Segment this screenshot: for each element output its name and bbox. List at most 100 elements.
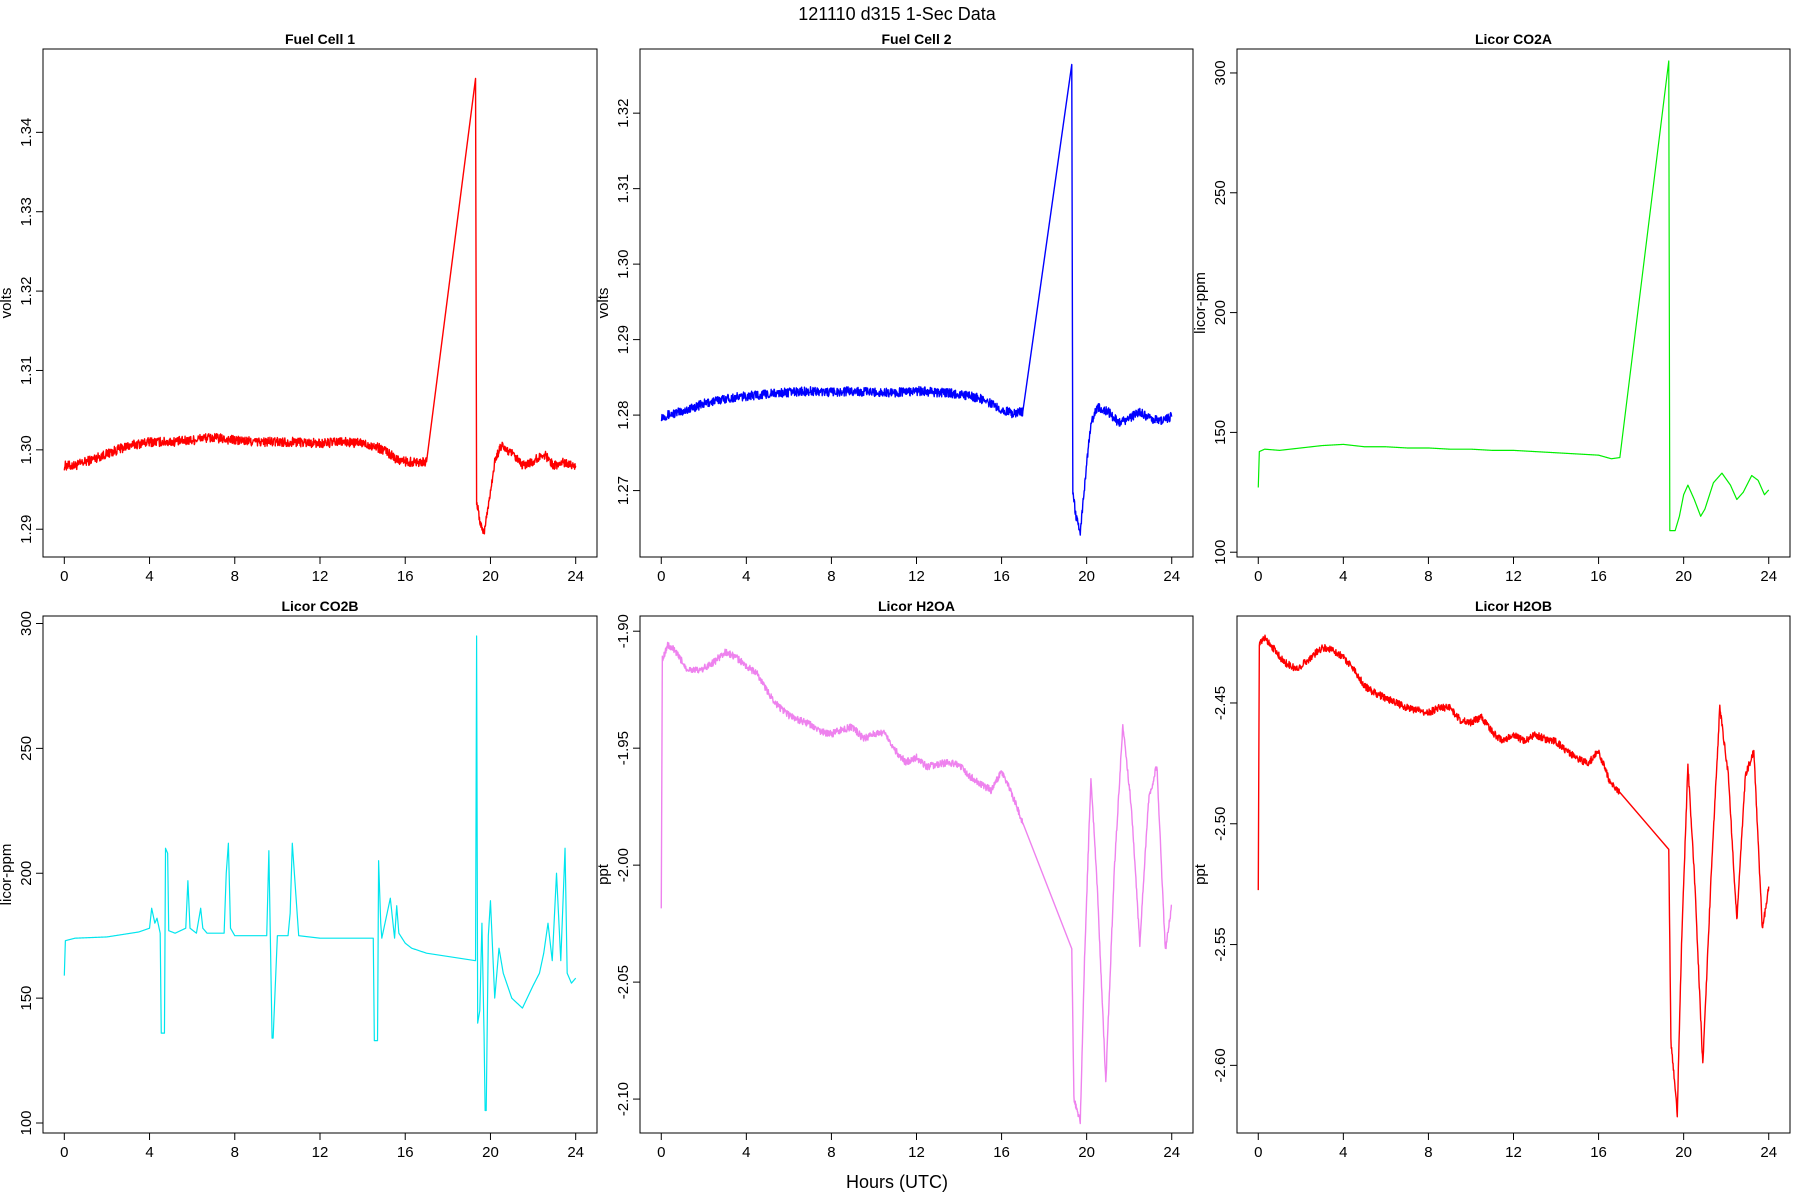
panel-title: Licor CO2A — [1475, 31, 1552, 47]
series-line — [1257, 60, 1770, 532]
x-tick-label: 4 — [145, 568, 153, 585]
y-tick-label: 1.30 — [615, 250, 632, 279]
x-tick-label: 24 — [1163, 1144, 1180, 1161]
x-tick-label: 12 — [312, 1144, 329, 1161]
y-tick-label: -2.50 — [1212, 807, 1229, 841]
x-axis-label: Hours (UTC) — [846, 1172, 948, 1192]
y-tick-label: 200 — [18, 861, 35, 886]
x-tick-label: 12 — [1505, 568, 1522, 585]
y-tick-label: 1.32 — [615, 99, 632, 128]
x-tick-label: 0 — [1254, 1144, 1262, 1161]
x-tick-label: 4 — [145, 1144, 153, 1161]
x-tick-label: 4 — [1339, 568, 1347, 585]
y-tick-label: 100 — [1212, 540, 1229, 565]
x-tick-label: 0 — [657, 1144, 665, 1161]
y-tick-label: 1.31 — [18, 356, 35, 385]
x-tick-label: 16 — [993, 1144, 1010, 1161]
y-axis-label: licor-ppm — [1192, 272, 1209, 334]
x-tick-label: 8 — [1424, 1144, 1432, 1161]
y-tick-label: 1.28 — [615, 400, 632, 429]
y-tick-label: 1.29 — [615, 325, 632, 354]
y-tick-label: -2.00 — [615, 848, 632, 882]
x-tick-label: 24 — [1760, 1144, 1777, 1161]
panel-5: Licor H2OA ppt 0 4 8 12 16 20 24 -2.10 -2.05 -2.00 -… — [595, 598, 1194, 1161]
y-tick-label: 100 — [18, 1110, 35, 1135]
series-line — [63, 77, 577, 535]
y-tick-label: -2.45 — [1212, 686, 1229, 720]
y-tick-label: 1.29 — [18, 515, 35, 544]
x-tick-label: 0 — [1254, 568, 1262, 585]
chart-panels: Fuel Cell 1 volts 0 4 8 12 16 20 24 1.29 1.30 1.31 1… — [0, 31, 1791, 1161]
series-line — [660, 641, 1173, 1125]
x-tick-label: 4 — [742, 568, 750, 585]
panel-title: Licor CO2B — [281, 598, 358, 614]
y-tick-label: -1.90 — [615, 614, 632, 648]
panel-title: Fuel Cell 1 — [285, 31, 355, 47]
x-tick-label: 0 — [60, 568, 68, 585]
y-tick-label: 1.31 — [615, 174, 632, 203]
x-tick-label: 8 — [827, 568, 835, 585]
x-tick-label: 8 — [231, 568, 239, 585]
y-axis-label: volts — [595, 288, 612, 319]
y-axis-label: ppt — [1192, 863, 1209, 885]
y-tick-label: 1.27 — [615, 476, 632, 505]
y-tick-label: 1.34 — [18, 118, 35, 147]
series-line — [660, 63, 1173, 536]
x-tick-label: 16 — [397, 568, 414, 585]
panel-title: Licor H2OA — [878, 598, 955, 614]
panel-4: Licor CO2B licor-ppm 0 4 8 12 16 20 24 100 150 200 2… — [0, 598, 598, 1161]
panel-title: Licor H2OB — [1475, 598, 1552, 614]
y-tick-label: 300 — [18, 611, 35, 636]
plot-frame — [639, 48, 1194, 558]
x-tick-label: 8 — [231, 1144, 239, 1161]
x-tick-label: 16 — [397, 1144, 414, 1161]
y-axis-label: volts — [0, 288, 15, 319]
x-tick-label: 12 — [908, 1144, 925, 1161]
plot-frame — [639, 615, 1194, 1134]
x-tick-label: 20 — [1078, 568, 1095, 585]
y-tick-label: 250 — [1212, 180, 1229, 205]
x-tick-label: 24 — [1760, 568, 1777, 585]
y-tick-label: 200 — [1212, 300, 1229, 325]
x-tick-label: 20 — [482, 568, 499, 585]
x-tick-label: 20 — [1078, 1144, 1095, 1161]
series-line — [63, 635, 577, 1112]
x-tick-label: 24 — [1163, 568, 1180, 585]
panel-6: Licor H2OB ppt 0 4 8 12 16 20 24 -2.60 -2.55 -2.50 -… — [1192, 598, 1791, 1161]
y-tick-label: 250 — [18, 736, 35, 761]
x-tick-label: 20 — [482, 1144, 499, 1161]
y-tick-label: 1.32 — [18, 276, 35, 305]
plot-frame — [42, 615, 598, 1134]
x-tick-label: 0 — [60, 1144, 68, 1161]
x-tick-label: 12 — [1505, 1144, 1522, 1161]
y-tick-label: 1.30 — [18, 435, 35, 464]
panel-title: Fuel Cell 2 — [881, 31, 951, 47]
y-tick-label: 1.33 — [18, 197, 35, 226]
y-tick-label: -2.55 — [1212, 927, 1229, 961]
x-tick-label: 8 — [1424, 568, 1432, 585]
x-tick-label: 20 — [1675, 1144, 1692, 1161]
y-tick-label: -2.05 — [615, 965, 632, 999]
panel-1: Fuel Cell 1 volts 0 4 8 12 16 20 24 1.29 1.30 1.31 1… — [0, 31, 598, 585]
x-tick-label: 16 — [1590, 1144, 1607, 1161]
panel-2: Fuel Cell 2 volts 0 4 8 12 16 20 24 1.27 1.28 1.29 1… — [595, 31, 1194, 585]
y-tick-label: 150 — [1212, 420, 1229, 445]
x-tick-label: 24 — [567, 568, 584, 585]
y-tick-label: -2.10 — [615, 1082, 632, 1116]
plot-frame — [1236, 48, 1791, 558]
series-line — [1257, 634, 1770, 1118]
figure-title: 121110 d315 1-Sec Data — [798, 4, 996, 24]
x-tick-label: 12 — [908, 568, 925, 585]
x-tick-label: 4 — [1339, 1144, 1347, 1161]
plot-frame — [1236, 615, 1791, 1134]
x-tick-label: 0 — [657, 568, 665, 585]
y-axis-label: ppt — [595, 863, 612, 885]
plot-frame — [42, 48, 598, 558]
x-tick-label: 20 — [1675, 568, 1692, 585]
y-tick-label: 300 — [1212, 60, 1229, 85]
panel-3: Licor CO2A licor-ppm 0 4 8 12 16 20 24 100 150 200 2… — [1192, 31, 1791, 585]
x-tick-label: 4 — [742, 1144, 750, 1161]
y-tick-label: -1.95 — [615, 731, 632, 765]
x-tick-label: 16 — [1590, 568, 1607, 585]
